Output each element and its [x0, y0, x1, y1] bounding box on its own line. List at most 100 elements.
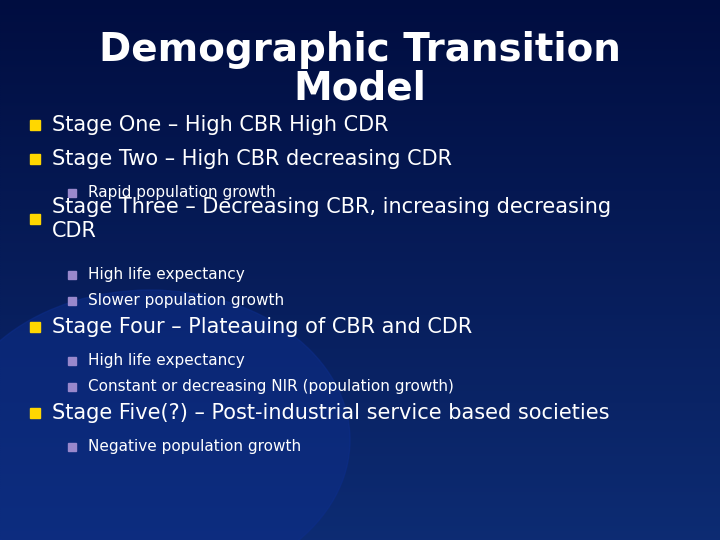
Bar [0, 383, 720, 385]
Bar [0, 254, 720, 255]
Bar [0, 423, 720, 425]
Bar [0, 158, 720, 160]
Bar [0, 42, 720, 43]
Bar [68, 383, 76, 391]
Bar [0, 164, 720, 166]
Bar [0, 83, 720, 85]
Bar [0, 490, 720, 491]
Bar [0, 524, 720, 525]
Bar [0, 214, 720, 216]
Bar [0, 34, 720, 36]
Bar [0, 20, 720, 22]
Bar [0, 77, 720, 79]
Bar [0, 286, 720, 288]
Bar [0, 58, 720, 59]
Bar [0, 146, 720, 147]
Bar [0, 39, 720, 42]
Bar [0, 513, 720, 515]
Bar [0, 315, 720, 317]
Bar [0, 182, 720, 184]
Bar [0, 142, 720, 144]
Bar [0, 174, 720, 177]
Bar [0, 101, 720, 103]
Bar [0, 255, 720, 258]
Bar [0, 169, 720, 171]
Bar [0, 398, 720, 400]
Bar [0, 488, 720, 490]
Bar [0, 63, 720, 65]
Text: Stage Two – High CBR decreasing CDR: Stage Two – High CBR decreasing CDR [52, 149, 452, 169]
Bar [0, 393, 720, 394]
Bar [0, 124, 720, 126]
Text: Model: Model [294, 69, 426, 107]
Bar [0, 306, 720, 308]
Bar [0, 184, 720, 185]
Bar [0, 317, 720, 319]
Bar [0, 403, 720, 405]
Bar [0, 363, 720, 366]
Bar [0, 430, 720, 432]
Bar [0, 320, 720, 322]
Bar [0, 268, 720, 270]
Bar [0, 335, 720, 336]
Bar [0, 517, 720, 518]
Bar [0, 160, 720, 162]
Bar [0, 344, 720, 346]
Bar [0, 511, 720, 513]
Bar [0, 191, 720, 193]
Bar [0, 319, 720, 320]
Bar [0, 401, 720, 403]
Bar [0, 250, 720, 252]
Bar [0, 4, 720, 5]
Bar [0, 441, 720, 443]
Bar [0, 396, 720, 398]
Bar [0, 275, 720, 277]
Bar [0, 263, 720, 265]
Bar [0, 313, 720, 315]
Bar [0, 9, 720, 11]
Bar [0, 115, 720, 117]
Bar [0, 225, 720, 227]
Bar [0, 16, 720, 18]
Bar [0, 2, 720, 4]
Bar [0, 32, 720, 34]
Bar [0, 93, 720, 96]
Bar [0, 194, 720, 196]
Bar [0, 185, 720, 187]
Bar [0, 49, 720, 50]
Bar [0, 463, 720, 464]
Bar [0, 135, 720, 137]
Bar [30, 154, 40, 164]
Bar [0, 155, 720, 157]
Bar [0, 312, 720, 313]
Bar [0, 261, 720, 263]
Bar [0, 266, 720, 268]
Bar [0, 209, 720, 211]
Bar [0, 454, 720, 455]
Bar [0, 385, 720, 387]
Bar [0, 529, 720, 531]
Bar [0, 137, 720, 139]
Bar [0, 130, 720, 131]
Bar [0, 459, 720, 461]
Bar [0, 0, 720, 2]
Bar [0, 205, 720, 207]
Bar [0, 70, 720, 72]
Bar [0, 333, 720, 335]
Bar [0, 92, 720, 93]
Bar [0, 252, 720, 254]
Bar [0, 79, 720, 81]
Bar [0, 471, 720, 474]
Bar [0, 292, 720, 293]
Bar [0, 353, 720, 355]
Bar [0, 258, 720, 259]
Bar [0, 444, 720, 447]
Bar [0, 187, 720, 189]
Bar [0, 339, 720, 340]
Bar [0, 277, 720, 279]
Bar [0, 221, 720, 223]
Bar [0, 474, 720, 475]
Bar [0, 400, 720, 401]
Bar [0, 491, 720, 493]
Bar [0, 475, 720, 477]
